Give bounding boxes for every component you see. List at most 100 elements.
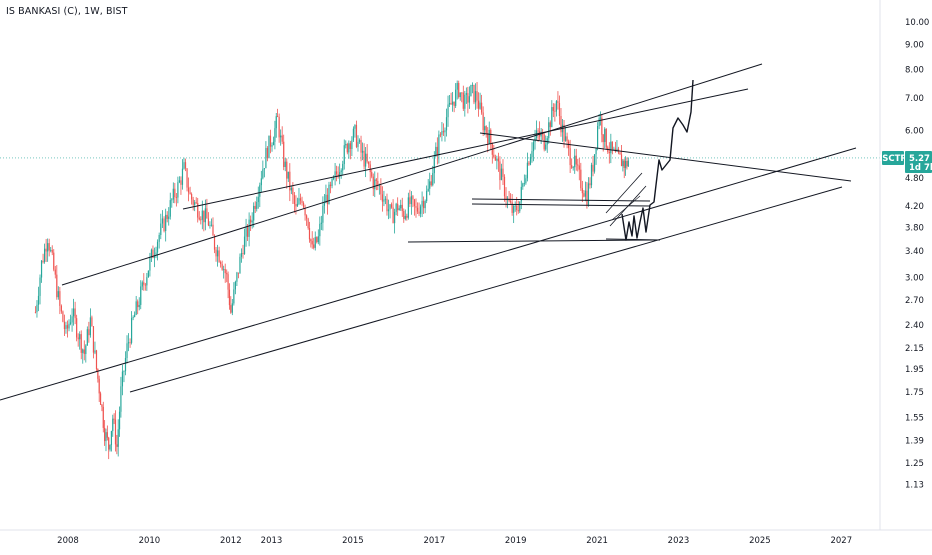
candle-body [436,146,438,156]
candle-body [389,204,391,210]
candle-body [106,432,108,438]
candle-body [336,171,338,174]
candle-body [549,122,551,128]
candle-body [224,269,226,274]
candle-body [387,209,390,212]
candle-body [181,168,184,185]
candle-body [334,171,336,177]
candle-body [206,208,208,219]
wedge-line-upper [605,172,643,214]
candle-body [340,170,342,173]
candle-body [595,148,597,155]
candle-body [248,219,250,237]
candle-body [497,158,500,162]
candle-body [203,210,205,223]
price-label-bg [905,150,932,173]
candle-body [278,116,280,138]
candle-body [394,211,396,224]
candle-body [369,164,371,173]
candle-body [82,349,84,353]
candle-body [593,154,596,172]
candle-body [467,93,469,103]
candle-body [301,200,303,203]
candle-body [410,196,413,205]
candle-body [171,199,173,201]
candle-body [174,188,176,198]
candle-body [295,203,297,207]
candle-body [510,201,512,203]
candle-body [59,291,61,306]
candle-body [63,321,66,330]
candle-body [361,150,364,153]
candle-body [516,205,518,211]
candle-body [263,168,265,170]
candle-body [259,185,261,197]
candle-body [458,83,460,98]
candle-body [120,386,122,412]
candle-body [500,168,503,181]
candle-body [590,164,593,186]
candle-body [627,160,629,167]
candle-body [587,183,590,206]
candle-body [316,237,318,243]
candle-body [298,198,300,204]
candle-body [293,195,295,204]
candle-body [123,371,125,372]
candle-body [287,171,289,179]
candle-body [137,301,139,308]
candle-body [143,282,145,285]
y-tick-label: 6.00 [905,126,924,136]
candle-body [76,318,78,338]
candle-body [124,358,127,372]
upper-channel-line [61,63,763,286]
candle-body [86,329,88,346]
y-tick-label: 3.40 [905,247,924,257]
y-tick-label: 4.20 [905,202,924,212]
candle-body [69,322,72,324]
candle-body [490,129,492,144]
candle-body [455,89,457,106]
candle-body [552,107,554,111]
candle-body [150,249,153,258]
candle-body [371,172,373,177]
candle-body [277,116,279,117]
candle-body [110,431,113,446]
candle-body [442,131,445,133]
candle-body [158,235,160,242]
candle-body [343,145,345,165]
candle-body [77,337,79,340]
candle-body [236,272,238,282]
candle-body [266,148,269,159]
projected-path [621,79,694,241]
candle-body [418,211,420,214]
candle-body [620,154,623,167]
x-tick-label: 2023 [668,536,690,546]
candle-body [358,140,361,142]
candle-body [383,199,385,202]
candle-body [227,274,229,290]
candle-body [54,269,56,275]
candle-body [586,190,588,206]
candle-body [62,311,64,322]
candle-body [572,167,574,169]
candle-body [337,173,339,177]
candle-body [339,172,341,177]
candle-body [83,349,85,354]
candle-body [292,187,294,196]
y-tick-label: 2.15 [905,344,924,354]
candle-body [438,134,440,156]
candle-body [482,112,484,131]
candle-body [216,250,219,257]
candle-body [374,179,376,190]
candle-body [611,141,613,150]
candle-body [269,135,272,147]
candle-body [360,140,362,153]
candle-body [598,118,600,127]
candle-body [409,197,411,205]
candle-body [566,136,568,142]
candle-body [514,205,516,207]
y-tick-label: 1.13 [905,481,924,491]
candle-body [286,161,288,179]
